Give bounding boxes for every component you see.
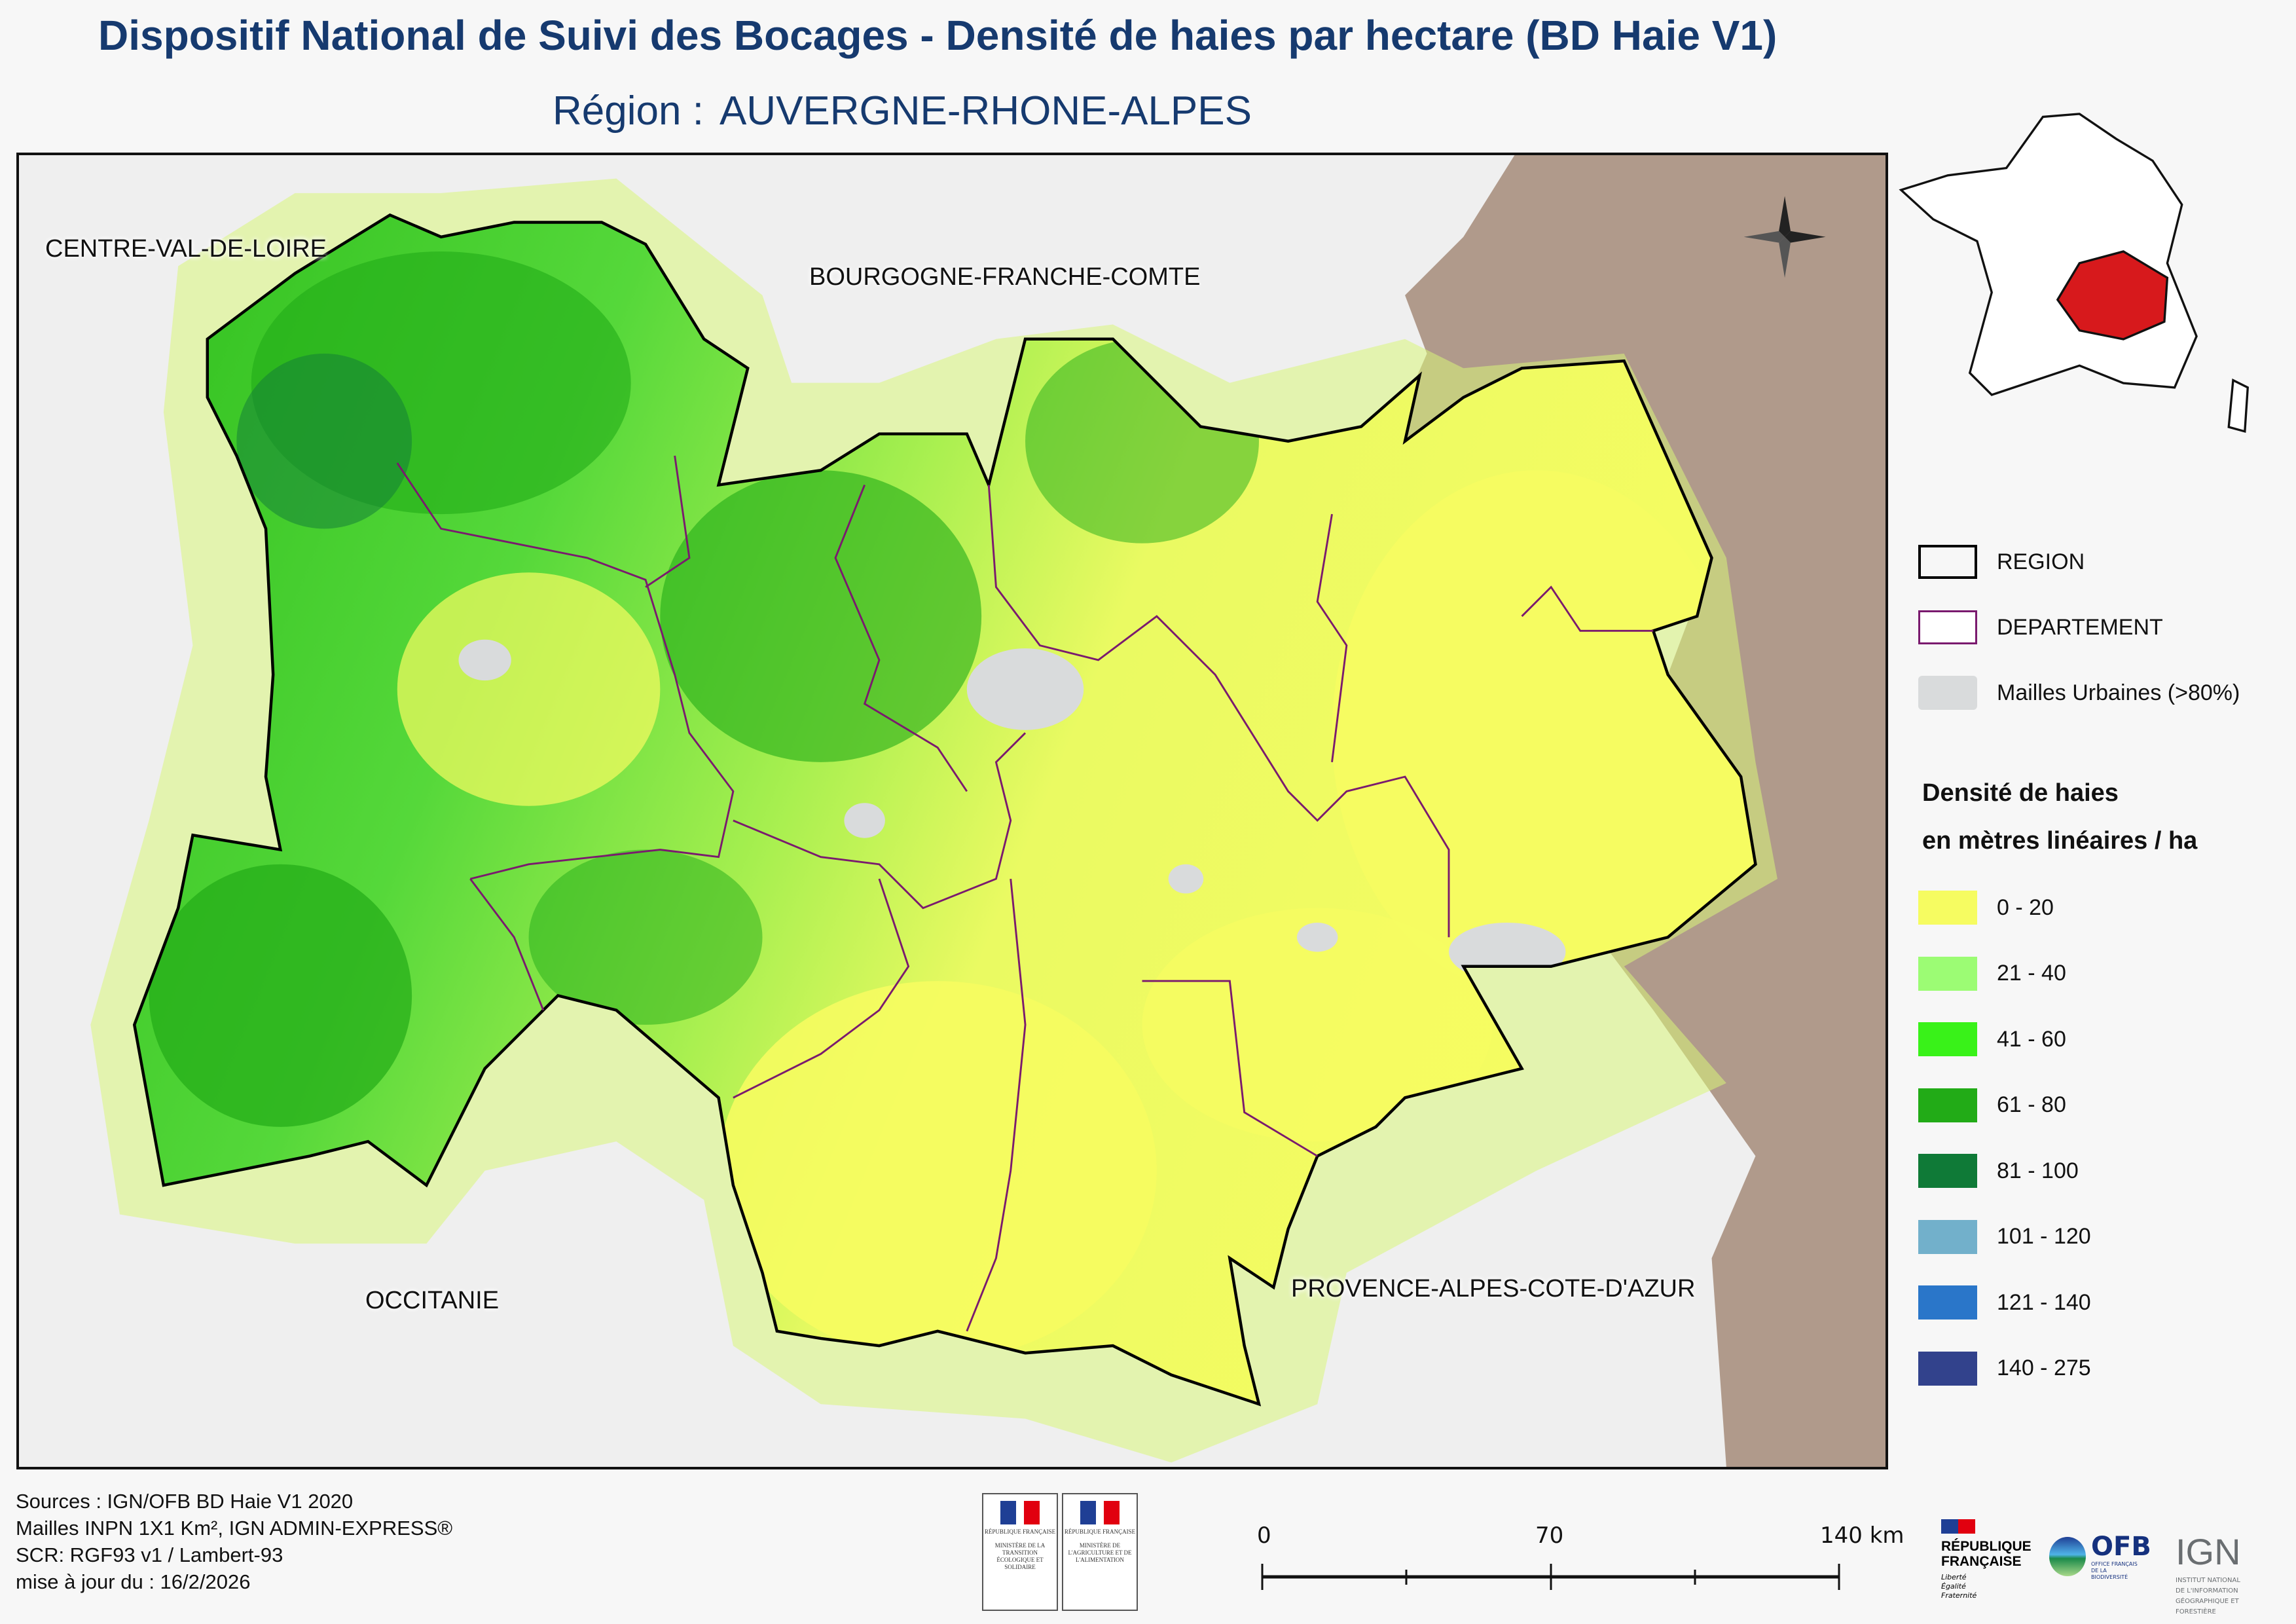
legend-class-label: 81 - 100 [1997, 1158, 2079, 1183]
legend-class-row: 140 - 275 [1918, 1351, 2091, 1386]
legend-label-region: REGION [1997, 549, 2085, 574]
legend-class-label: 121 - 140 [1997, 1289, 2091, 1315]
legend-class-row: 61 - 80 [1918, 1088, 2066, 1122]
source-line: mise à jour du : 16/2/2026 [16, 1570, 251, 1593]
department-borders [396, 455, 1654, 1332]
region-label: Région : [553, 88, 704, 134]
legend-swatch-urban [1918, 676, 1977, 710]
region-name: AUVERGNE-RHONE-ALPES [719, 88, 1252, 134]
legend-class-swatch [1918, 891, 1977, 925]
map-title: Dispositif National de Suivi des Bocages… [98, 12, 1777, 59]
legend-class-label: 140 - 275 [1997, 1356, 2091, 1380]
source-line: Sources : IGN/OFB BD Haie V1 2020 [16, 1490, 354, 1513]
scale-label-0: 0 [1257, 1522, 1271, 1549]
ministry-agriculture-logo: RÉPUBLIQUE FRANÇAISE MINISTÈRE DE L'AGRIC… [1062, 1493, 1138, 1611]
ign-sub: INSTITUT NATIONAL DE L'INFORMATION GÉOGR… [2176, 1577, 2240, 1615]
legend-class-label: 0 - 20 [1997, 895, 2054, 920]
republique-francaise-logo: RÉPUBLIQUE FRANÇAISE Liberté Égalité Frat… [1941, 1519, 2032, 1600]
legend-class-swatch [1918, 956, 1977, 991]
ign-logo: IGN INSTITUT NATIONAL DE L'INFORMATION G… [2176, 1531, 2248, 1617]
foreign-territory [1376, 155, 1886, 1467]
legend-class-swatch [1918, 1351, 1977, 1386]
ofb-sub: OFFICE FRANÇAIS DE LA BIODIVERSITÉ [2091, 1561, 2138, 1580]
ministry-top-text: RÉPUBLIQUE FRANÇAISE [1064, 1528, 1136, 1535]
north-arrow-compass-icon [1743, 196, 1826, 278]
legend-class-swatch [1918, 1154, 1977, 1188]
ministry-ecology-logo: RÉPUBLIQUE FRANÇAISE MINISTÈRE DE LA TRAN… [982, 1493, 1058, 1611]
legend-class-swatch [1918, 1088, 1977, 1122]
label-occitanie: OCCITANIE [365, 1287, 500, 1314]
label-bourgogne-franche-comte: BOURGOGNE-FRANCHE-COMTE [809, 263, 1201, 291]
legend-class-row: 121 - 140 [1918, 1285, 2091, 1320]
legend-class-label: 21 - 40 [1997, 961, 2066, 986]
urban-lyon [966, 648, 1084, 730]
legend-class-swatch [1918, 1285, 1977, 1320]
highlighted-region [2056, 250, 2169, 341]
legend-class-row: 0 - 20 [1918, 891, 2054, 925]
sources-block: Sources : IGN/OFB BD Haie V1 2020 Maille… [16, 1488, 452, 1595]
legend-class-label: 101 - 120 [1997, 1224, 2091, 1249]
legend-class-swatch [1918, 1219, 1977, 1254]
source-line: SCR: RGF93 v1 / Lambert-93 [16, 1543, 283, 1566]
label-paca: PROVENCE-ALPES-COTE-D'AZUR [1291, 1275, 1696, 1302]
rf-line1: RÉPUBLIQUE [1941, 1539, 2032, 1554]
main-map[interactable]: CENTRE-VAL-DE-LOIRE BOURGOGNE-FRANCHE-CO… [16, 153, 1888, 1469]
map-subtitle: Région : AUVERGNE-RHONE-ALPES [537, 86, 1252, 136]
legend-label-urban: Mailles Urbaines (>80%) [1997, 680, 2240, 705]
scale-ruler [1261, 1564, 1840, 1590]
ofb-logo: OFB OFFICE FRANÇAIS DE LA BIODIVERSITÉ [2049, 1532, 2151, 1581]
marianne-flag-icon [1000, 1501, 1040, 1524]
legend-swatch-department [1918, 610, 1977, 644]
source-line: Mailles INPN 1X1 Km², IGN ADMIN-EXPRESS® [16, 1517, 453, 1540]
map-canvas [19, 155, 1886, 1467]
label-centre-val-de-loire: CENTRE-VAL-DE-LOIRE [45, 235, 327, 263]
corsica-outline [2227, 378, 2250, 433]
marianne-flag-icon [1080, 1501, 1120, 1524]
scale-label-70: 70 [1535, 1522, 1564, 1549]
legend-label-department: DEPARTEMENT [1997, 614, 2163, 640]
ministry-top-text: RÉPUBLIQUE FRANÇAISE [984, 1528, 1056, 1535]
ministry-logos: RÉPUBLIQUE FRANÇAISE MINISTÈRE DE LA TRAN… [982, 1493, 1139, 1611]
legend-swatch-region [1918, 545, 1977, 579]
ministry-name: MINISTÈRE DE LA TRANSITION ÉCOLOGIQUE ET… [994, 1542, 1046, 1570]
scale-label-140: 140 km [1820, 1522, 1904, 1549]
france-outline [1899, 113, 2198, 396]
ministry-name: MINISTÈRE DE L'AGRICULTURE ET DE L'ALIME… [1068, 1542, 1132, 1563]
legend-class-label: 41 - 60 [1997, 1026, 2066, 1052]
france-inset-map [1899, 113, 2250, 433]
legend-class-row: 101 - 120 [1918, 1219, 2091, 1254]
legend-density-subtitle: en mètres linéaires / ha [1922, 827, 2198, 855]
legend-class-label: 61 - 80 [1997, 1092, 2066, 1117]
ofb-emblem-icon [2049, 1537, 2086, 1576]
legend-class-swatch [1918, 1022, 1977, 1056]
legend-class-row: 81 - 100 [1918, 1154, 2079, 1188]
legend-class-row: 21 - 40 [1918, 956, 2066, 991]
ofb-name: OFB [2091, 1532, 2151, 1562]
legend-density-title: Densité de haies [1922, 779, 2119, 807]
rf-line2: FRANÇAISE [1941, 1554, 2022, 1569]
marianne-icon [1941, 1519, 1975, 1534]
ign-name: IGN [2176, 1531, 2241, 1572]
rf-motto: Liberté Égalité Fraternité [1941, 1573, 1977, 1600]
legend-class-row: 41 - 60 [1918, 1022, 2066, 1056]
scale-bar: 0 70 140 km [1257, 1522, 1904, 1601]
